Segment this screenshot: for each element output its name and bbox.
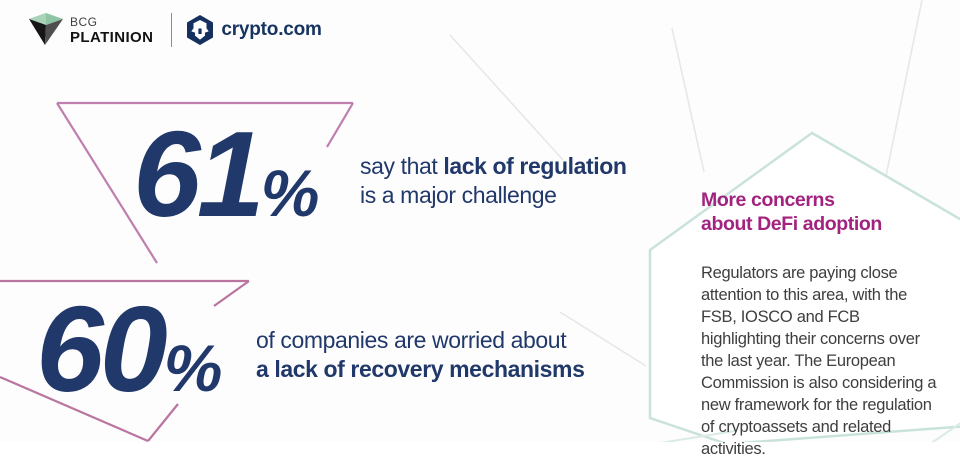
stat-61-number: 61% [133, 113, 319, 235]
bcg-logo-text-bottom: PLATINION [70, 28, 154, 46]
stat-61-desc-normal: say that [360, 153, 444, 179]
bcg-logo-text-top: BCG [70, 14, 98, 29]
gray-fold-lines [449, 0, 923, 367]
stat-60-desc-line1: of companies are worried about [256, 327, 567, 353]
teal-hexagon-fragments [659, 422, 960, 442]
crypto-com-logo: crypto.com [186, 15, 322, 45]
stat-61-desc-bold: lack of regulation [443, 153, 627, 179]
callout-heading-line2: about DeFi adoption [701, 213, 882, 235]
background-decor [0, 0, 960, 442]
callout-body-text: Regulators are paying close attention to… [701, 264, 937, 458]
bcg-pyramid-icon [29, 13, 63, 45]
callout-heading: More concerns about DeFi adoption [701, 188, 949, 236]
crypto-com-logo-text: crypto.com [221, 19, 322, 40]
callout-hexagon-outline [648, 131, 960, 442]
crypto-com-lion-icon [187, 15, 214, 45]
header-logos: BCG PLATINION crypto.com [28, 12, 322, 48]
stat-60-description: of companies are worried about a lack of… [256, 326, 585, 384]
defi-concerns-callout: More concerns about DeFi adoption Regula… [701, 188, 949, 460]
stat-61-desc-line1: say that lack of regulation [360, 152, 627, 181]
pink-triangle-60-outline [0, 279, 250, 442]
stat-60-number: 60% [36, 288, 222, 410]
logo-divider [171, 13, 173, 47]
stat-60-desc-bold: a lack of recovery mechanisms [256, 356, 585, 382]
stat-61-desc-line2: is a major challenge [360, 182, 557, 208]
stat-61-description: say that lack of regulation is a major c… [360, 152, 627, 210]
callout-heading-line1: More concerns [701, 189, 835, 211]
stat-60-percent-sign: % [163, 331, 223, 405]
stat-60-desc-line2: a lack of recovery mechanisms [256, 355, 585, 384]
pink-triangle-61-outline [56, 101, 354, 264]
bcg-platinion-logo: BCG PLATINION [28, 12, 153, 48]
stat-61-value: 61 [133, 106, 265, 242]
stat-61-percent-sign: % [260, 156, 320, 230]
stat-60-value: 60 [36, 281, 168, 417]
